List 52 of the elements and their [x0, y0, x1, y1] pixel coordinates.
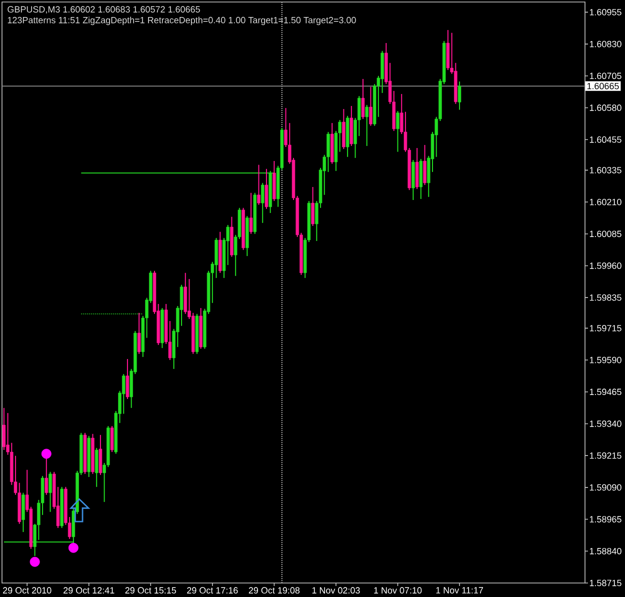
- candlestick: [48, 471, 52, 512]
- candlestick: [260, 182, 264, 224]
- y-tick-label: 1.60455: [590, 136, 622, 143]
- point: [68, 542, 78, 553]
- candlestick: [257, 164, 260, 206]
- candlestick: [110, 426, 114, 453]
- candlestick: [126, 358, 130, 400]
- x-tick-label: 1 Nov 02:03: [312, 587, 360, 594]
- candlestick: [44, 456, 48, 496]
- candlestick: [264, 168, 268, 210]
- x-tick-label: 29 Oct 19:08: [248, 587, 300, 594]
- candlestick: [94, 447, 98, 488]
- candlestick: [423, 144, 426, 186]
- x-tick-label: 29 Oct 15:15: [125, 587, 176, 594]
- candlestick: [369, 86, 372, 126]
- y-tick-label: 1.59215: [590, 452, 622, 459]
- candlestick: [249, 192, 253, 234]
- point: [30, 556, 40, 567]
- candlestick: [365, 104, 368, 146]
- y-tick-label: 1.59960: [590, 262, 622, 269]
- y-tick-label: 1.58715: [590, 580, 622, 586]
- y-tick-label: 1.59715: [590, 324, 622, 332]
- y-tick-label: 1.60955: [590, 8, 622, 16]
- y-tick-label: 1.60830: [590, 40, 622, 48]
- y-tick-label: 1.60580: [590, 104, 622, 111]
- y-tick-label: 1.58965: [590, 516, 622, 522]
- x-tick-label: 29 Oct 17:16: [187, 587, 238, 594]
- y-tick-label: 1.60210: [590, 198, 622, 206]
- text: 123Patterns 11:51 ZigZagDepth=1 RetraceDepth=0.40 1.00 Target1=1.50 Target2=3.00: [8, 16, 356, 26]
- candlestick: [396, 110, 400, 152]
- y-tick-label: 1.59340: [590, 420, 622, 427]
- y-tick-label: 1.59090: [590, 484, 622, 491]
- candlestick: [361, 78, 365, 120]
- candlestick: [137, 312, 141, 354]
- y-tick-label: 1.60085: [590, 230, 622, 238]
- x-tick-label: 29 Oct 2010: [3, 587, 52, 594]
- y-tick-label: 1.59465: [590, 388, 622, 396]
- y-tick-label: 1.59835: [590, 294, 622, 301]
- candlestick: [458, 81, 462, 110]
- y-tick-label: 1.58840: [590, 548, 622, 554]
- x-tick-label: 1 Nov 11:17: [436, 587, 483, 594]
- y-tick-label: 1.59590: [590, 356, 622, 364]
- x-tick-label: 1 Nov 07:10: [374, 587, 422, 594]
- ref-line-label: 1.60665: [587, 82, 619, 90]
- point: [41, 448, 52, 459]
- y-tick-label: 1.60705: [590, 72, 622, 80]
- candlestick: [2, 407, 6, 450]
- x-tick-label: 29 Oct 12:41: [64, 587, 114, 594]
- y-tick-label: 1.60335: [590, 166, 622, 174]
- candlestick: [311, 186, 314, 226]
- chart-title: GBPUSD,M3 1.60602 1.60683 1.60572 1.60665: [8, 6, 200, 14]
- candlestick: [98, 434, 102, 476]
